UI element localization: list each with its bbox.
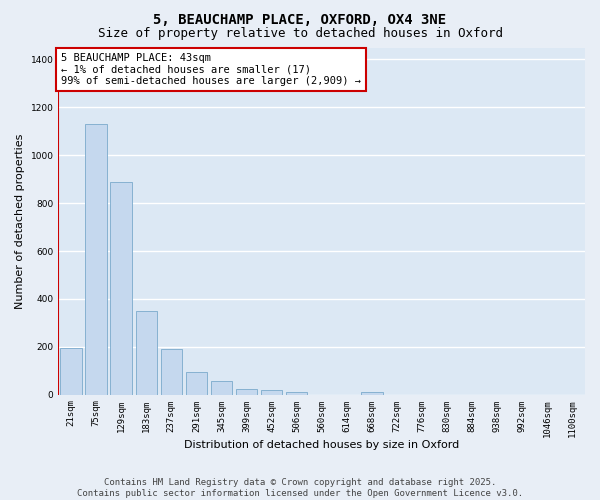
Text: Size of property relative to detached houses in Oxford: Size of property relative to detached ho… bbox=[97, 28, 503, 40]
Bar bbox=[136, 311, 157, 394]
Bar bbox=[236, 390, 257, 394]
Bar bbox=[85, 124, 107, 394]
Bar bbox=[185, 372, 207, 394]
Text: Contains HM Land Registry data © Crown copyright and database right 2025.
Contai: Contains HM Land Registry data © Crown c… bbox=[77, 478, 523, 498]
Bar bbox=[110, 182, 132, 394]
Bar bbox=[60, 348, 82, 395]
Bar bbox=[361, 392, 383, 394]
Bar bbox=[286, 392, 307, 394]
Bar bbox=[161, 348, 182, 395]
Text: 5 BEAUCHAMP PLACE: 43sqm
← 1% of detached houses are smaller (17)
99% of semi-de: 5 BEAUCHAMP PLACE: 43sqm ← 1% of detache… bbox=[61, 52, 361, 86]
X-axis label: Distribution of detached houses by size in Oxford: Distribution of detached houses by size … bbox=[184, 440, 460, 450]
Bar bbox=[261, 390, 282, 394]
Bar bbox=[211, 381, 232, 394]
Y-axis label: Number of detached properties: Number of detached properties bbox=[15, 134, 25, 309]
Text: 5, BEAUCHAMP PLACE, OXFORD, OX4 3NE: 5, BEAUCHAMP PLACE, OXFORD, OX4 3NE bbox=[154, 12, 446, 26]
